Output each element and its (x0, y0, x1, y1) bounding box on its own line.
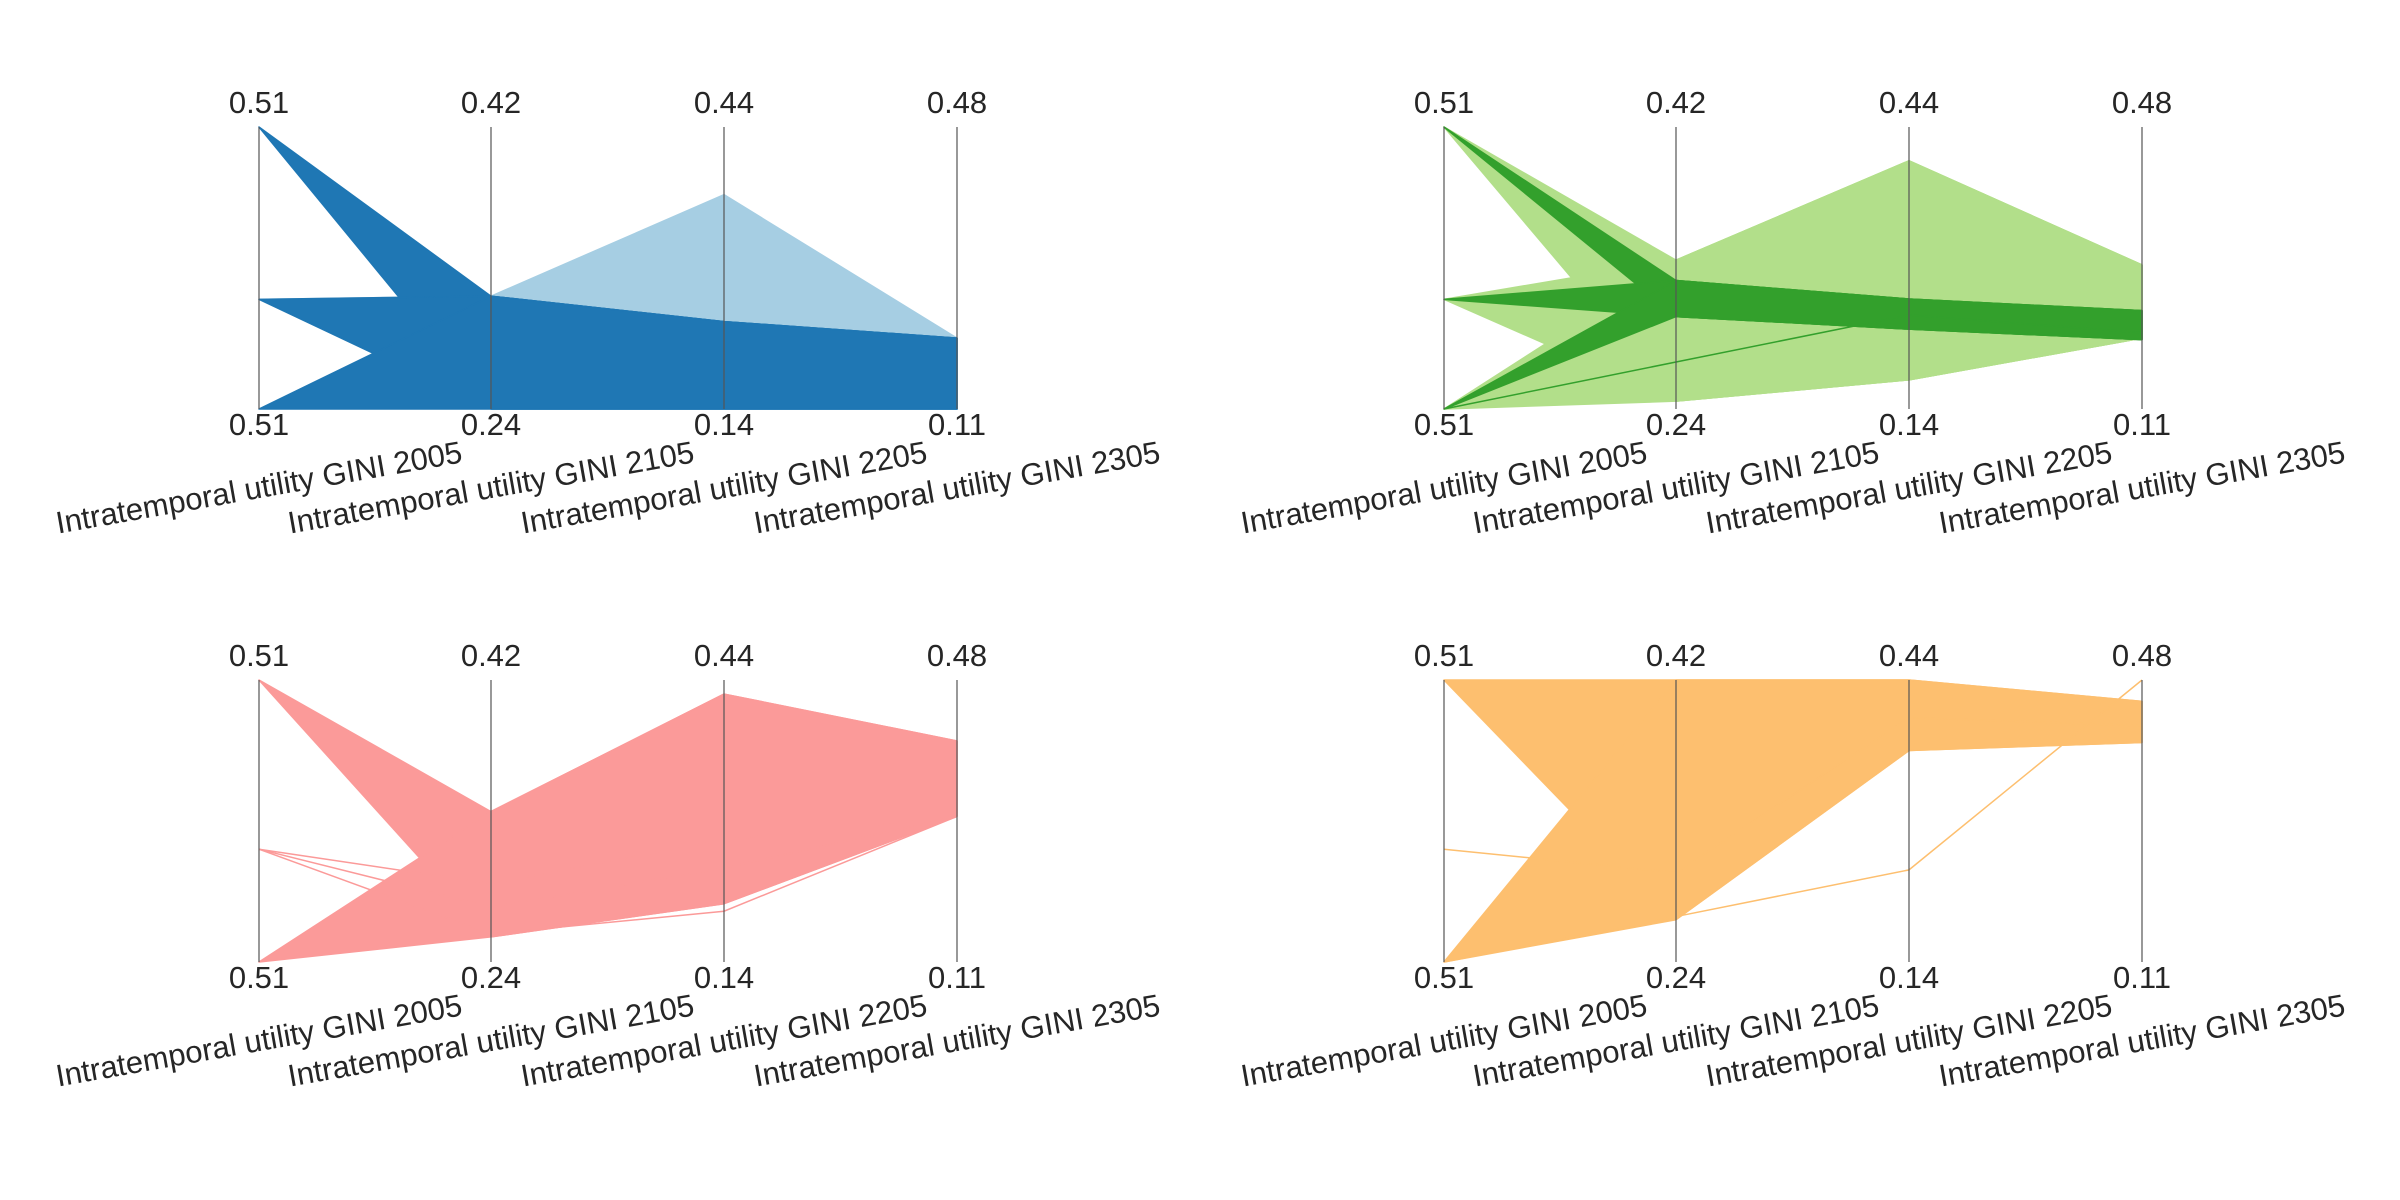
line (1443, 314, 2143, 410)
tick-label: 0.24 (1646, 407, 1706, 442)
tick-label: 0.51 (229, 85, 289, 120)
tick-label: 0.51 (1414, 407, 1474, 442)
tick-label: 0.11 (2113, 407, 2171, 442)
tick-label: 0.24 (461, 407, 521, 442)
tick-label: 0.11 (928, 960, 986, 995)
tick-label: 0.44 (1879, 638, 1939, 673)
tick-label: 0.51 (229, 407, 289, 442)
tick-label: 0.42 (1646, 638, 1706, 673)
tick-label: 0.14 (694, 407, 754, 442)
tick-label: 0.42 (1646, 85, 1706, 120)
line (258, 815, 958, 885)
tick-label: 0.44 (1879, 85, 1939, 120)
tick-label: 0.42 (461, 85, 521, 120)
tick-label: 0.51 (229, 960, 289, 995)
tick-label: 0.24 (461, 960, 521, 995)
tick-label: 0.11 (2113, 960, 2171, 995)
tick-label: 0.51 (229, 638, 289, 673)
tick-label: 0.51 (1414, 960, 1474, 995)
tick-label: 0.11 (928, 407, 986, 442)
line (258, 815, 958, 935)
tick-label: 0.14 (694, 960, 754, 995)
tick-label: 0.42 (461, 638, 521, 673)
tick-label: 0.44 (694, 638, 754, 673)
tick-label: 0.48 (927, 85, 987, 120)
tick-label: 0.24 (1646, 960, 1706, 995)
line (1443, 679, 2143, 963)
tick-label: 0.44 (694, 85, 754, 120)
tick-label: 0.51 (1414, 85, 1474, 120)
tick-label: 0.48 (2112, 638, 2172, 673)
tick-label: 0.14 (1879, 960, 1939, 995)
tick-label: 0.48 (927, 638, 987, 673)
line (1443, 716, 2143, 874)
tick-label: 0.51 (1414, 638, 1474, 673)
tick-label: 0.14 (1879, 407, 1939, 442)
line (258, 815, 958, 908)
tick-label: 0.48 (2112, 85, 2172, 120)
